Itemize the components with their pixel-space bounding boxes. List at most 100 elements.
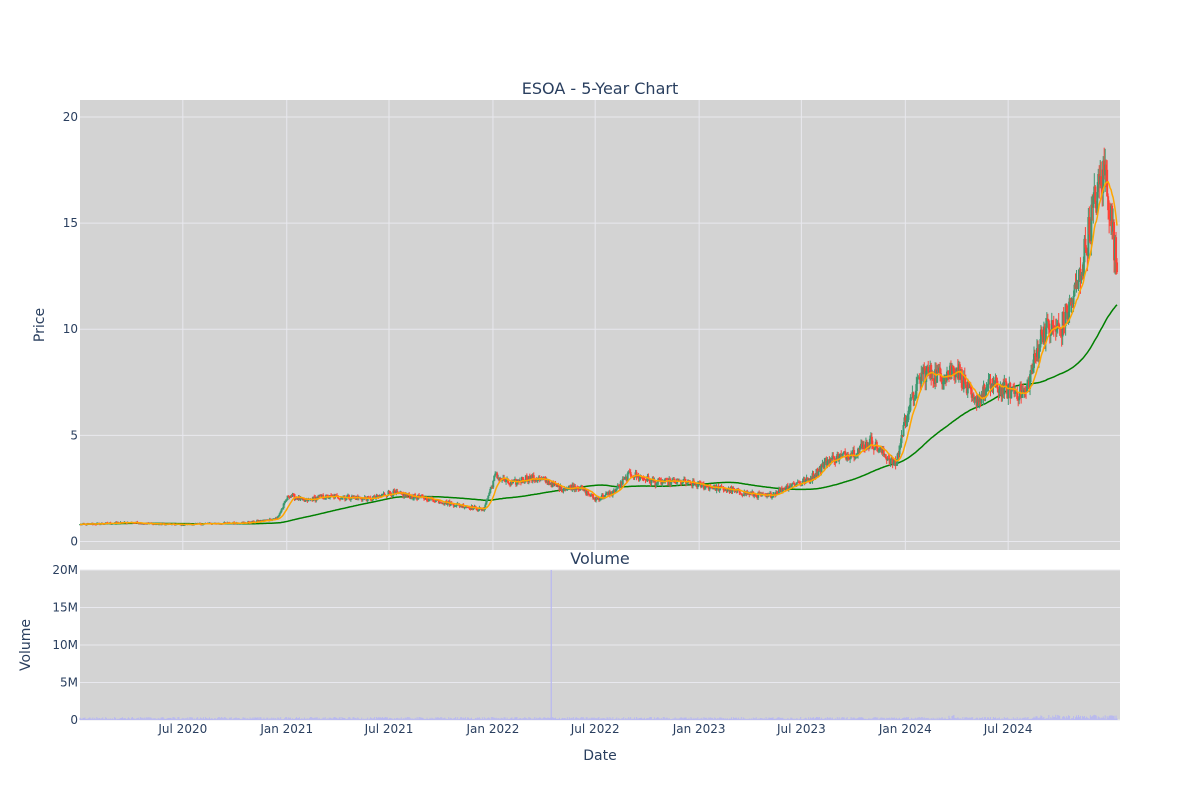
volume-bar — [1080, 718, 1082, 720]
candle-body — [862, 444, 865, 449]
volume-bar — [191, 717, 193, 720]
candle-body — [681, 483, 684, 485]
volume-bar — [376, 717, 378, 720]
volume-bar — [837, 718, 839, 720]
volume-bar — [480, 718, 482, 720]
volume-bar — [682, 718, 684, 720]
volume-bar — [804, 718, 806, 720]
volume-bar — [431, 717, 433, 720]
volume-bar — [941, 717, 943, 720]
candle-body — [985, 387, 988, 390]
candle-body — [201, 524, 204, 526]
volume-bar — [400, 717, 402, 720]
volume-bar — [808, 717, 810, 720]
volume-bar — [1090, 716, 1092, 720]
volume-bar — [559, 719, 561, 720]
volume-bar — [933, 718, 935, 720]
volume-bar — [1086, 717, 1088, 720]
volume-bar — [671, 718, 673, 720]
volume-bar — [1101, 718, 1103, 720]
volume-bar — [1113, 715, 1115, 720]
volume-bar — [952, 715, 954, 720]
volume-bar — [418, 717, 420, 720]
volume-bar — [557, 718, 559, 720]
volume-bar — [515, 717, 517, 720]
volume-bar — [637, 718, 639, 720]
volume-bar — [372, 718, 374, 720]
volume-bar — [256, 717, 258, 720]
candle-body — [425, 497, 428, 501]
volume-bar — [345, 719, 347, 720]
volume-bar — [756, 719, 758, 720]
volume-bar — [365, 718, 367, 720]
volume-bar — [1081, 715, 1083, 720]
volume-bar — [121, 717, 123, 720]
volume-bar — [572, 717, 574, 720]
volume-bar — [639, 718, 641, 720]
candle-body — [684, 479, 687, 482]
candle-body — [501, 479, 504, 481]
volume-bar — [210, 718, 212, 720]
volume-bar — [290, 717, 292, 720]
volume-bar — [817, 717, 819, 720]
volume-bar — [789, 719, 791, 720]
candle-body — [870, 436, 873, 446]
volume-bar — [388, 717, 390, 720]
volume-bar — [758, 718, 760, 720]
candle-body — [361, 497, 364, 501]
volume-bar — [230, 717, 232, 720]
volume-bar — [476, 717, 478, 720]
volume-bar — [613, 719, 615, 720]
candle-body — [992, 383, 995, 388]
candle-body — [468, 507, 471, 509]
volume-bar — [228, 717, 230, 720]
candle-body — [849, 457, 852, 459]
candle-body — [548, 481, 551, 485]
volume-bar — [151, 718, 153, 720]
candle-body — [1082, 262, 1085, 276]
candle-body — [318, 495, 321, 497]
candle-body — [1040, 329, 1043, 335]
volume-bar — [550, 717, 552, 720]
volume-bar — [1093, 714, 1095, 720]
volume-bar — [629, 718, 631, 720]
candle-body — [781, 488, 784, 492]
volume-bar — [419, 717, 421, 720]
candle-body — [995, 377, 998, 381]
volume-bar — [127, 717, 129, 720]
volume-bar — [1035, 716, 1037, 720]
volume-bar — [237, 717, 239, 720]
volume-bar — [459, 718, 461, 720]
volume-bar — [163, 718, 165, 720]
date-tick-label: Jul 2023 — [776, 722, 826, 736]
volume-bar — [842, 717, 844, 720]
volume-bar — [439, 718, 441, 720]
volume-bar — [846, 717, 848, 720]
volume-bar — [566, 717, 568, 720]
volume-bar — [179, 718, 181, 720]
volume-bar — [1015, 718, 1017, 720]
volume-bar — [257, 717, 259, 720]
volume-bar — [929, 719, 931, 720]
candle-body — [587, 491, 590, 495]
volume-bar — [699, 718, 701, 720]
volume-bar — [620, 719, 622, 720]
candle-body — [1090, 204, 1093, 242]
volume-bar — [335, 717, 337, 720]
volume-bar — [90, 718, 92, 720]
volume-bar — [1108, 715, 1110, 720]
volume-bar — [167, 717, 169, 720]
candle-body — [963, 374, 966, 382]
candle-body — [339, 498, 342, 500]
candle-body — [884, 454, 887, 458]
candle-body — [886, 458, 889, 461]
volume-bar — [867, 718, 869, 720]
volume-bar — [841, 717, 843, 720]
volume-bar — [185, 718, 187, 720]
short-moving-average — [79, 181, 1118, 526]
volume-bar — [1074, 718, 1076, 720]
candle-body — [720, 485, 723, 488]
volume-bar — [899, 717, 901, 720]
volume-bar — [902, 718, 904, 720]
volume-bar — [587, 718, 589, 720]
